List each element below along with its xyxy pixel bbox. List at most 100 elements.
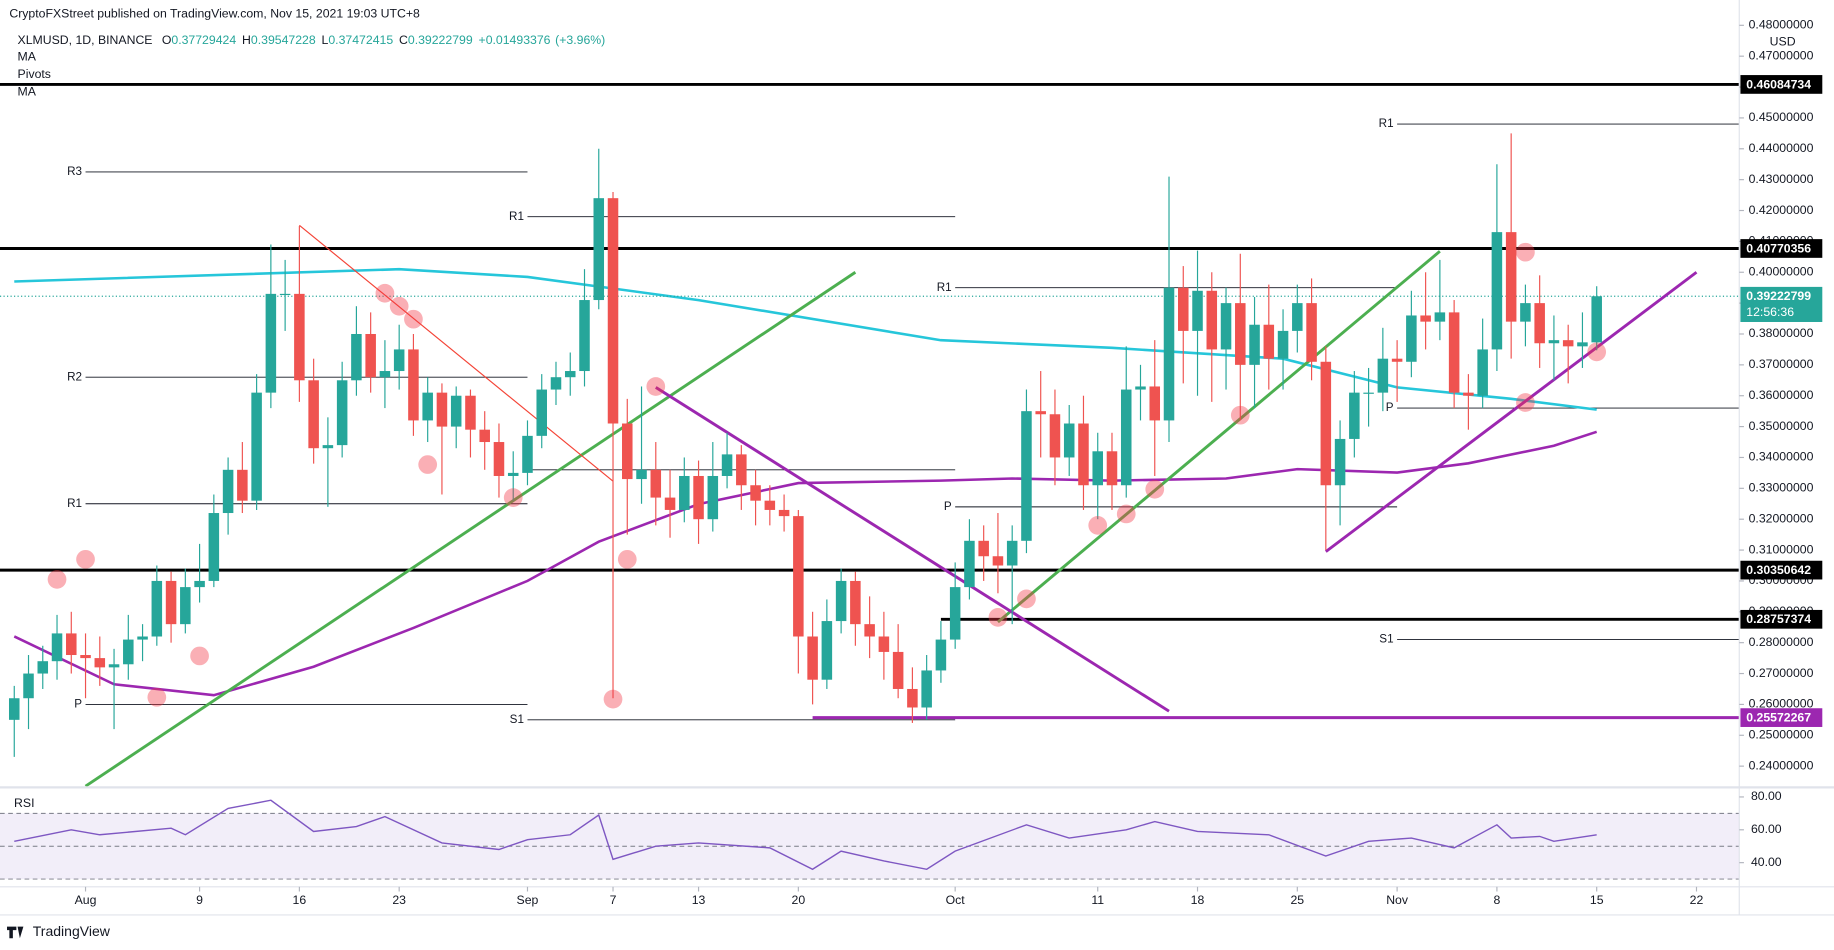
candle-body bbox=[1206, 290, 1218, 350]
price-tag bbox=[1740, 560, 1823, 580]
candle-body bbox=[1049, 414, 1061, 458]
candle-body bbox=[265, 293, 277, 393]
y-tick-label: 0.26000000 bbox=[1749, 697, 1814, 711]
candle-body bbox=[1006, 540, 1018, 566]
candle-body bbox=[208, 513, 220, 581]
y-tick-label: 0.45000000 bbox=[1749, 110, 1814, 124]
candle-body bbox=[279, 293, 291, 296]
candle-body bbox=[949, 587, 961, 640]
candle-body bbox=[522, 435, 533, 473]
candle-body bbox=[1377, 358, 1389, 393]
x-tick-label: 7 bbox=[610, 893, 617, 907]
last-price-label: 0.39222799 bbox=[1746, 289, 1811, 303]
pivot-label: R3 bbox=[67, 165, 82, 178]
trendline bbox=[84, 271, 857, 788]
indicator-name: Pivots bbox=[18, 67, 51, 81]
countdown: 12:56:36 bbox=[1746, 305, 1794, 319]
marker bbox=[1088, 516, 1108, 535]
x-tick-label: 11 bbox=[1091, 893, 1104, 907]
candle-body bbox=[564, 371, 576, 378]
candle-body bbox=[1591, 296, 1602, 343]
marker bbox=[1017, 589, 1036, 609]
marker bbox=[503, 488, 523, 507]
candle-body bbox=[1135, 386, 1146, 390]
candle-body bbox=[180, 587, 191, 625]
x-tick-label: 22 bbox=[1690, 893, 1704, 907]
x-tick-label: 16 bbox=[293, 893, 307, 907]
candle-body bbox=[1063, 423, 1075, 458]
candle-body bbox=[1035, 411, 1046, 415]
marker bbox=[1587, 342, 1607, 362]
candle-body bbox=[94, 658, 106, 668]
candle-body bbox=[151, 580, 163, 637]
x-tick-label: Sep bbox=[517, 893, 539, 907]
marker bbox=[190, 646, 209, 666]
marker bbox=[988, 607, 1008, 627]
x-tick-label: Aug bbox=[75, 893, 97, 907]
pivot-label: R1 bbox=[1379, 117, 1394, 130]
candle-body bbox=[1491, 232, 1503, 350]
candle-body bbox=[679, 475, 690, 510]
indicator-name: MA bbox=[18, 50, 37, 64]
marker bbox=[47, 570, 67, 589]
candle-body bbox=[793, 516, 804, 637]
candle-body bbox=[821, 621, 833, 680]
y-tick-label: 0.34000000 bbox=[1749, 450, 1814, 464]
y-tick-label: 0.35000000 bbox=[1749, 419, 1814, 433]
candle-body bbox=[1235, 303, 1246, 365]
candle-body bbox=[892, 651, 904, 689]
candle-body bbox=[1349, 392, 1360, 439]
candle-body bbox=[1463, 392, 1474, 396]
indicator-name: MA bbox=[18, 85, 37, 99]
x-tick-label: 23 bbox=[392, 893, 406, 907]
candle-body bbox=[878, 636, 890, 652]
pivot-label: R1 bbox=[937, 281, 952, 294]
marker bbox=[404, 309, 423, 329]
pivot-label: R1 bbox=[509, 210, 524, 223]
candle-body bbox=[764, 500, 776, 510]
candle-body bbox=[222, 469, 234, 514]
marker bbox=[375, 283, 395, 303]
candle-body bbox=[778, 509, 790, 517]
y-tick-label: 0.32000000 bbox=[1749, 511, 1814, 525]
candle-body bbox=[1178, 287, 1189, 331]
candle-body bbox=[835, 580, 847, 622]
candle-body bbox=[1548, 340, 1560, 344]
candle-body bbox=[864, 624, 875, 637]
tradingview-logo bbox=[7, 926, 24, 939]
candle-body bbox=[1334, 438, 1346, 486]
rsi-tick-label: 40.00 bbox=[1751, 855, 1782, 869]
candle-body bbox=[322, 445, 334, 449]
marker bbox=[603, 689, 623, 709]
candle-body bbox=[393, 349, 405, 372]
candle-body bbox=[123, 639, 134, 665]
price-tag-label: 0.46084734 bbox=[1746, 77, 1811, 91]
y-tick-label: 0.43000000 bbox=[1749, 172, 1814, 186]
candle-body bbox=[1092, 451, 1103, 486]
candle-body bbox=[622, 423, 633, 480]
candle-body bbox=[379, 371, 391, 378]
candle-body bbox=[493, 442, 505, 476]
y-tick-label: 0.44000000 bbox=[1749, 141, 1814, 155]
price-tag bbox=[1740, 75, 1823, 94]
candle-body bbox=[450, 395, 462, 427]
price-tag-label: 0.25572267 bbox=[1746, 710, 1811, 724]
candle-body bbox=[1448, 312, 1460, 393]
candle-body bbox=[1220, 303, 1232, 350]
marker bbox=[1230, 405, 1250, 425]
marker bbox=[418, 455, 438, 474]
candle-body bbox=[408, 349, 419, 421]
candle-body bbox=[479, 429, 490, 443]
candle-body bbox=[23, 673, 34, 699]
candle-body bbox=[1078, 423, 1089, 486]
candle-body bbox=[422, 392, 433, 421]
last-price-tag bbox=[1740, 286, 1823, 322]
candle-body bbox=[1363, 392, 1374, 394]
legend-value: 0.39547228 bbox=[251, 33, 316, 47]
currency-label: USD bbox=[1770, 34, 1796, 48]
candle-body bbox=[51, 633, 63, 662]
x-tick-label: Oct bbox=[946, 893, 966, 907]
legend-value: 0.37729424 bbox=[171, 33, 236, 47]
rsi-tick-label: 80.00 bbox=[1751, 789, 1782, 803]
